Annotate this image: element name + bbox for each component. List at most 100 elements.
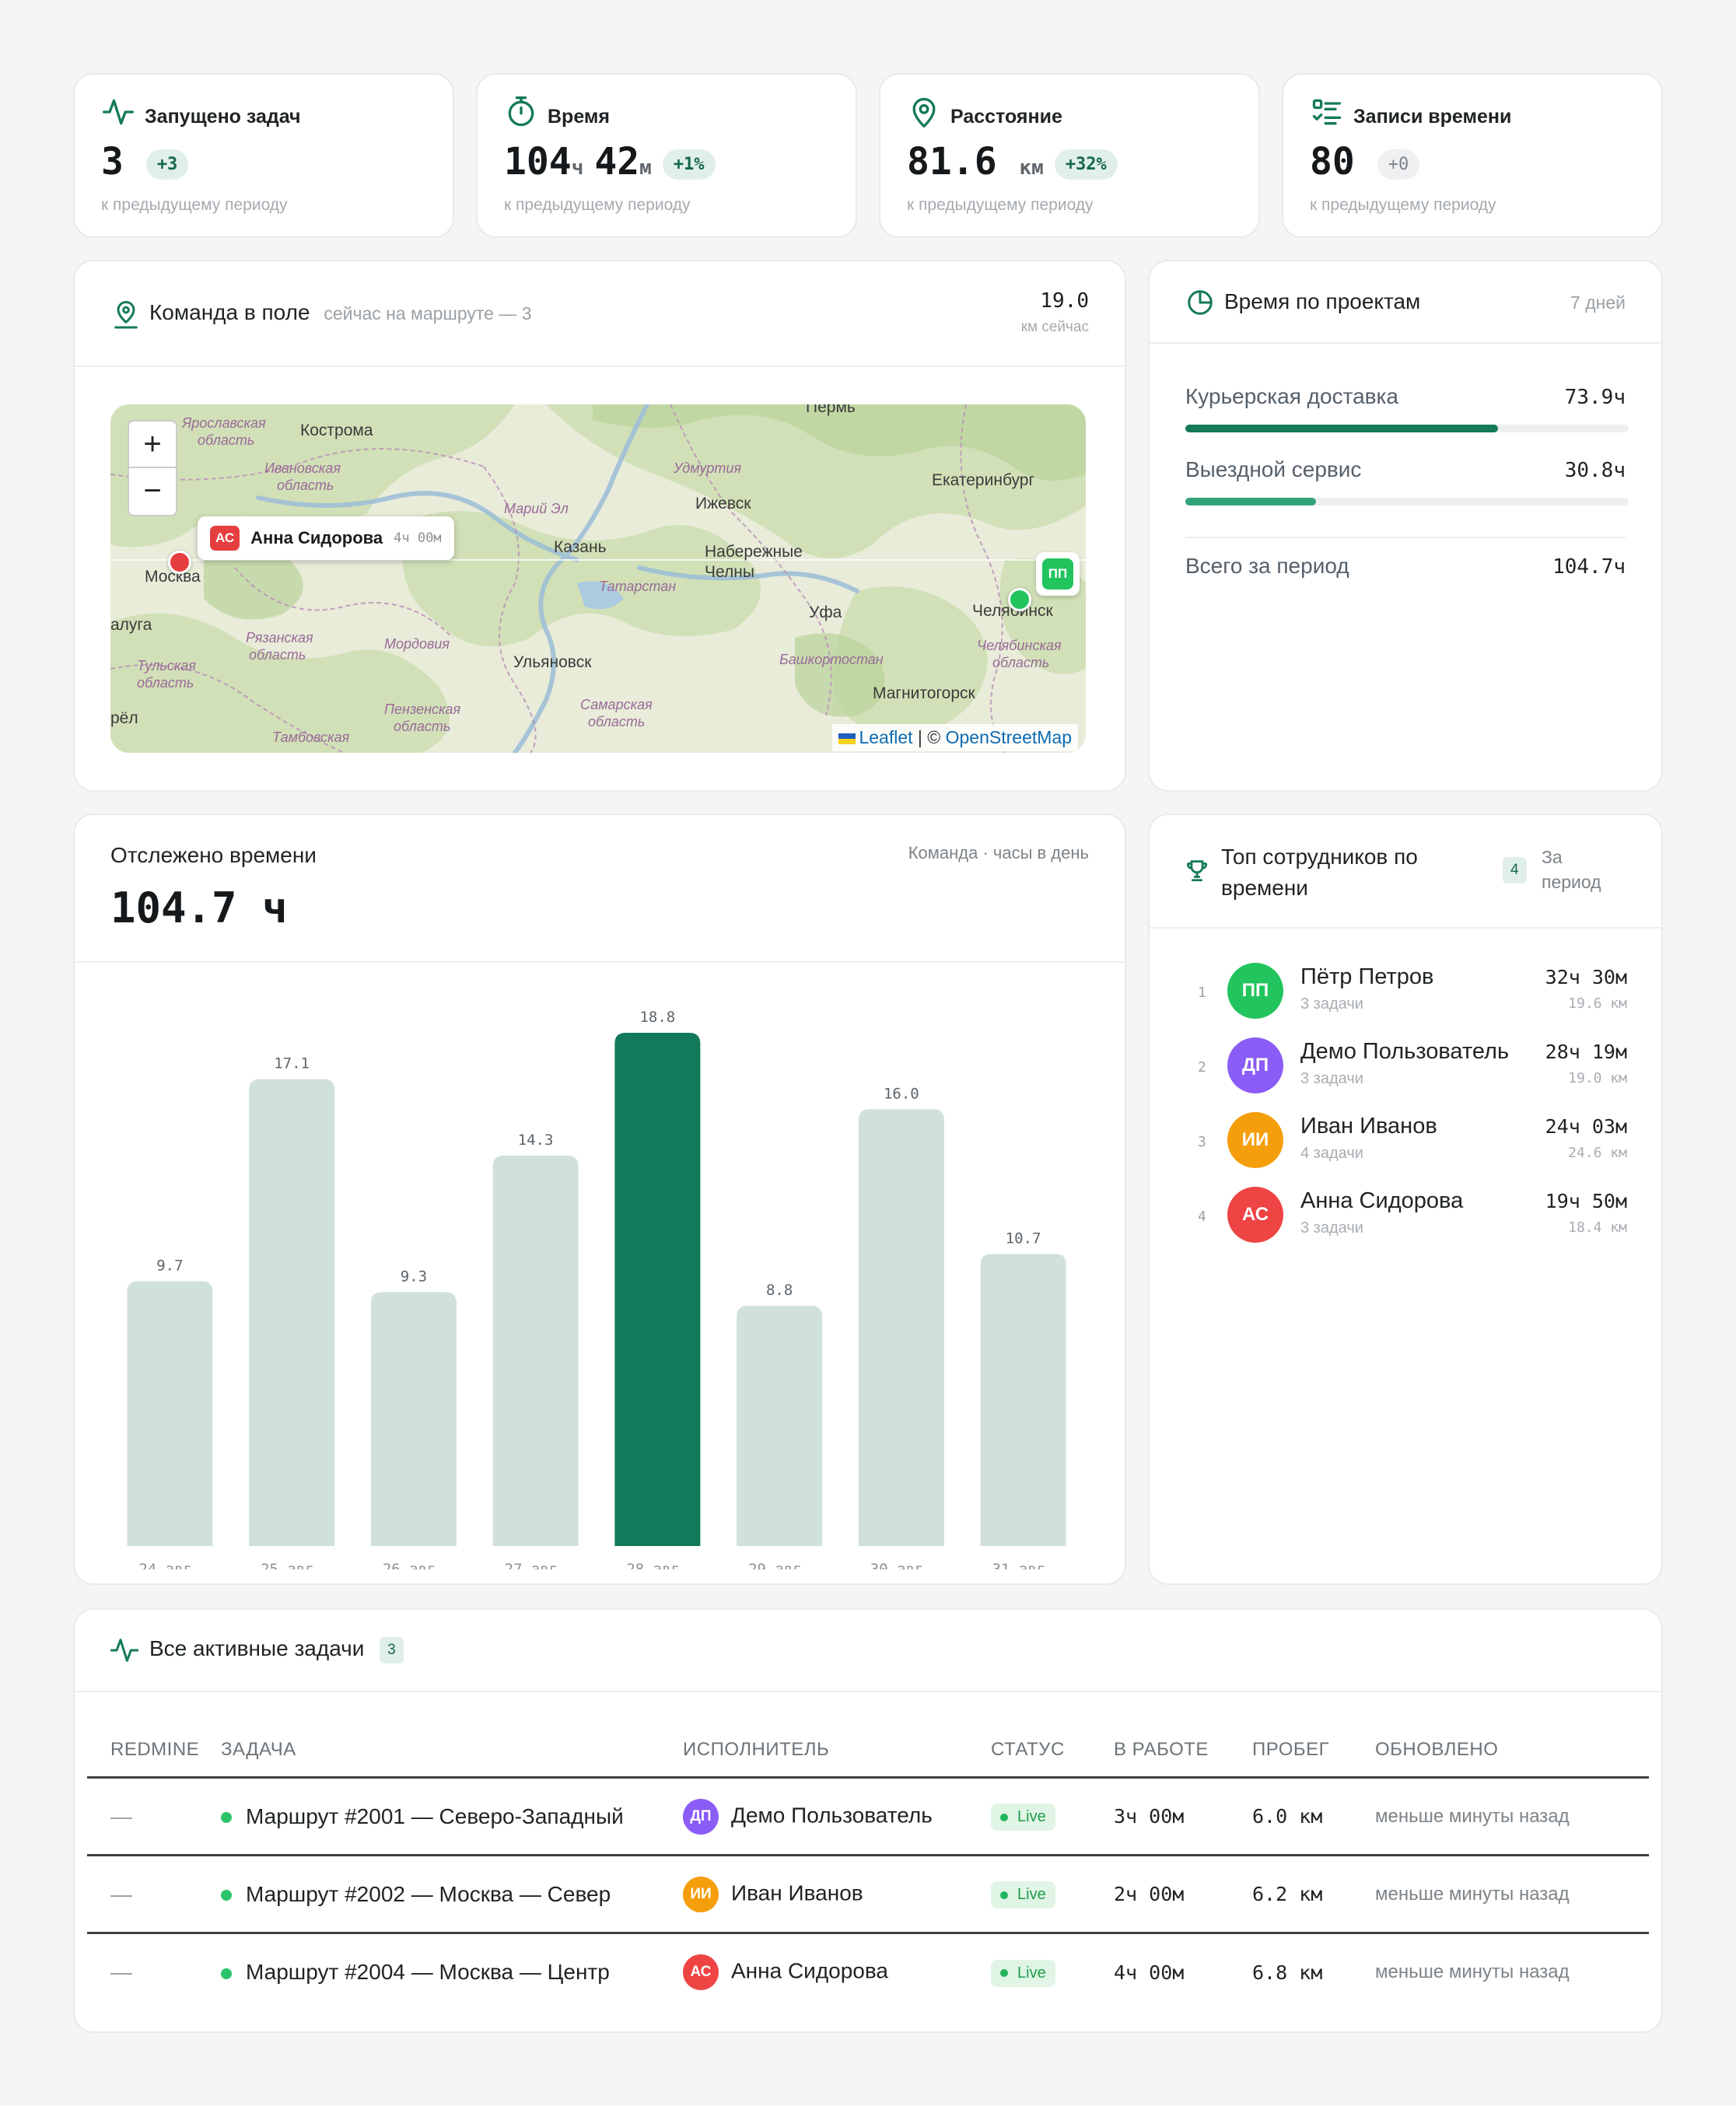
region-label: Пензенская	[384, 701, 461, 717]
region-label: область	[198, 432, 255, 448]
leader-row[interactable]: 3 ИИ Иван Иванов 4 задачи 24ч 03м 24.6 к…	[1150, 1112, 1663, 1187]
distance-cell: 6.0 км	[1252, 1777, 1375, 1856]
assignee-cell: АС Анна Сидорова	[683, 1933, 991, 2011]
region-label: Ивановская	[264, 460, 341, 476]
stat-delta-badge: +1%	[662, 149, 716, 180]
ukraine-flag-icon	[838, 733, 856, 744]
map-marker-green[interactable]	[1008, 588, 1031, 611]
city-label-kaluga: алуга	[110, 616, 152, 634]
map[interactable]: Кострома Москва Казань Ижевск Набережные…	[110, 404, 1086, 753]
region-label: Татарстан	[599, 579, 677, 594]
map-marker-red[interactable]	[168, 551, 191, 574]
chart-bar[interactable]	[249, 1079, 335, 1546]
region-label: Башкортостан	[779, 652, 884, 667]
avatar: ПП	[1227, 963, 1283, 1019]
region-label: Челябинская	[977, 638, 1062, 653]
field-team-subtitle: сейчас на маршруте — 3	[324, 303, 532, 324]
avatar: ИИ	[683, 1876, 719, 1912]
table-row[interactable]: — Маршрут #2002 — Москва — Север ИИ Иван …	[87, 1855, 1649, 1934]
stat-card-tasks: Запущено задач 3 +3 к предыдущему период…	[73, 73, 454, 238]
stat-title: Время	[548, 106, 610, 128]
bar-value-label: 8.8	[766, 1282, 793, 1299]
projects-title: Время по проектам	[1224, 289, 1421, 313]
status-dot	[221, 1812, 232, 1824]
map-marker-badge[interactable]: ПП	[1036, 552, 1080, 596]
region-label: область	[588, 714, 646, 729]
city-label-magnitogorsk: Магнитогорск	[873, 684, 975, 702]
trophy-icon	[1184, 857, 1210, 883]
leaflet-link[interactable]: Leaflet	[859, 727, 913, 747]
bar-value-label: 9.7	[156, 1257, 183, 1274]
stopwatch-icon	[504, 95, 538, 129]
map-marker-popup[interactable]: АС Анна Сидорова 4ч 00м	[198, 516, 454, 560]
x-tick-label: 27 авг.	[505, 1561, 567, 1569]
column-header-in-work[interactable]: В РАБОТЕ	[1114, 1726, 1252, 1779]
map-zoom-control: + −	[128, 420, 177, 516]
column-header-task[interactable]: ЗАДАЧА	[221, 1726, 683, 1779]
avatar: АС	[683, 1954, 719, 1991]
leader-name: Пётр Петров	[1300, 964, 1434, 989]
column-header-updated[interactable]: ОБНОВЛЕНО	[1375, 1726, 1649, 1779]
leader-time: 32ч 30м	[1545, 966, 1627, 988]
leader-row[interactable]: 2 ДП Демо Пользователь 3 задачи 28ч 19м …	[1150, 1037, 1663, 1112]
chart-bar[interactable]	[127, 1281, 213, 1546]
stat-subtext: к предыдущему периоду	[504, 196, 691, 214]
region-label: Удмуртия	[674, 460, 742, 476]
stat-delta-badge: +32%	[1054, 149, 1118, 180]
column-header-assignee[interactable]: ИСПОЛНИТЕЛЬ	[683, 1726, 991, 1779]
leader-row[interactable]: 1 ПП Пётр Петров 3 задачи 32ч 30м 19.6 к…	[1150, 963, 1663, 1037]
column-header-distance[interactable]: ПРОБЕГ	[1252, 1726, 1375, 1779]
region-label: область	[992, 655, 1050, 670]
avatar: АС	[1227, 1187, 1283, 1243]
top-employees-card: Топ сотрудников по времени 4 За период 1…	[1148, 813, 1663, 1585]
leader-row[interactable]: 4 АС Анна Сидорова 3 задачи 19ч 50м 18.4…	[1150, 1187, 1663, 1261]
x-tick-label: 26 авг.	[383, 1561, 445, 1569]
osm-link[interactable]: OpenStreetMap	[945, 727, 1072, 747]
city-label-kazan: Казань	[554, 538, 607, 556]
table-row[interactable]: — Маршрут #2004 — Москва — Центр АС Анна …	[87, 1933, 1649, 2011]
popup-avatar: АС	[210, 526, 240, 551]
activity-icon	[101, 95, 135, 129]
city-label-izhevsk: Ижевск	[695, 495, 751, 513]
redmine-cell: —	[87, 1777, 221, 1856]
chart-bar[interactable]	[492, 1155, 579, 1546]
city-label-orel: рёл	[110, 709, 138, 727]
region-label: Рязанская	[246, 630, 313, 645]
user-pin-icon	[110, 300, 142, 331]
zoom-out-button[interactable]: −	[143, 474, 162, 508]
region-label: Ярославская	[182, 415, 266, 431]
leader-name: Иван Иванов	[1300, 1114, 1437, 1139]
city-label-ekaterinburg: Екатеринбург	[932, 471, 1035, 489]
region-label: Тамбовская	[272, 729, 350, 745]
zoom-in-button[interactable]: +	[129, 422, 176, 468]
top-employees-count-badge: 4	[1503, 857, 1527, 883]
task-cell[interactable]: Маршрут #2004 — Москва — Центр	[221, 1933, 683, 2011]
task-cell[interactable]: Маршрут #2002 — Москва — Север	[221, 1855, 683, 1934]
column-header-redmine[interactable]: REDMINE	[87, 1726, 221, 1779]
stat-subtext: к предыдущему периоду	[907, 196, 1094, 214]
city-label-chelyabinsk: Челябинск	[972, 602, 1053, 620]
tracked-time-card: Отслежено времени 104.7 ч Команда · часы…	[73, 813, 1126, 1585]
project-bar	[1185, 498, 1316, 506]
city-label-ufa: Уфа	[809, 603, 842, 621]
task-cell[interactable]: Маршрут #2001 — Северо-Западный	[221, 1777, 683, 1856]
avatar: ДП	[1227, 1037, 1283, 1093]
table-row[interactable]: — Маршрут #2001 — Северо-Западный ДП Демо…	[87, 1777, 1649, 1856]
stat-card-entries: Записи времени 80 +0 к предыдущему перио…	[1282, 73, 1663, 238]
chart-bar[interactable]	[614, 1033, 701, 1546]
city-label-perm: Пермь	[806, 404, 856, 416]
chart-bar[interactable]	[737, 1306, 823, 1546]
leader-time: 24ч 03м	[1545, 1115, 1627, 1138]
work-cell: 3ч 00м	[1114, 1777, 1252, 1856]
status-cell: Live	[991, 1777, 1114, 1856]
leader-tasks: 3 задачи	[1300, 1070, 1363, 1087]
chart-bar[interactable]	[980, 1254, 1066, 1546]
chart-bar[interactable]	[370, 1292, 457, 1546]
chart-bar[interactable]	[858, 1109, 944, 1546]
bar-value-label: 9.3	[401, 1268, 427, 1286]
status-cell: Live	[991, 1855, 1114, 1934]
column-header-status[interactable]: СТАТУС	[991, 1726, 1114, 1779]
leader-km: 19.0 км	[1568, 1070, 1627, 1086]
status-cell: Live	[991, 1933, 1114, 2011]
stat-delta-badge: +0	[1377, 149, 1420, 180]
